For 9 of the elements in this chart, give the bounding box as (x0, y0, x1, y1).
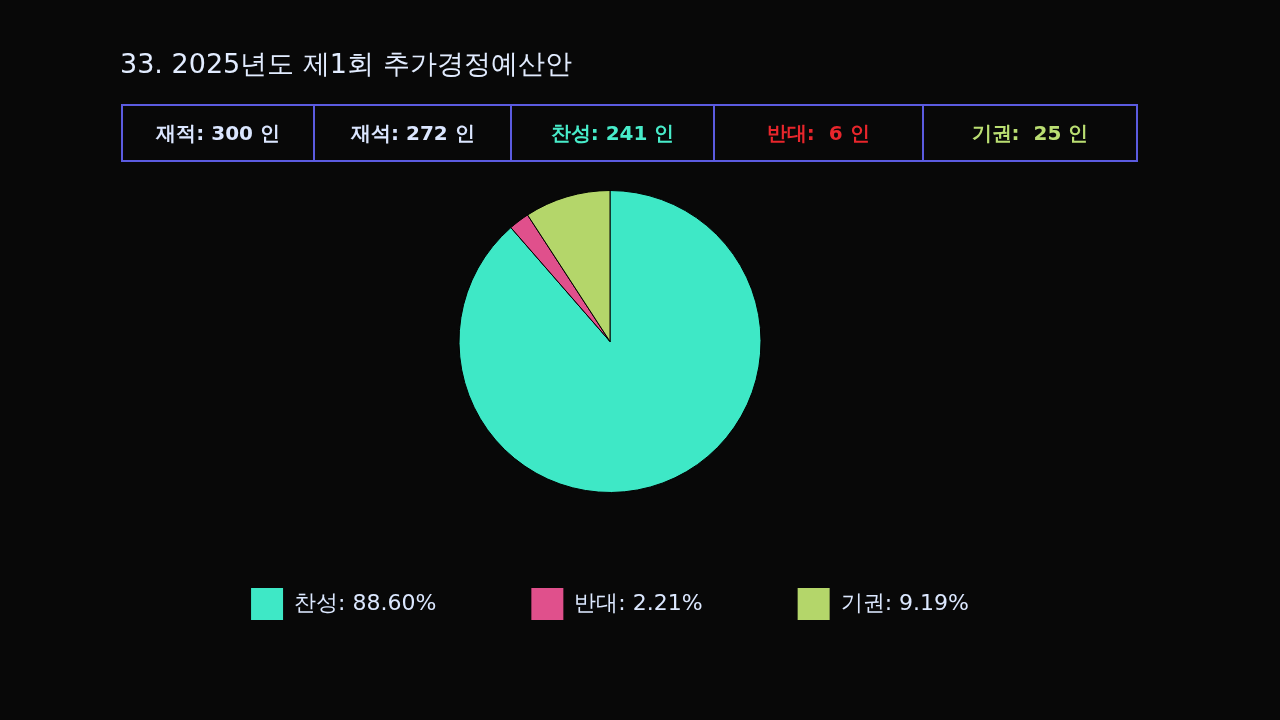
text: 기권: 25 인 (921, 106, 1136, 160)
text: 반대: 6 인 (712, 106, 922, 160)
text: 찬성: 241 인 (510, 106, 713, 160)
legend-label: 찬성: 88.60% (294, 589, 437, 615)
text: 재석: 272 인 (313, 106, 511, 160)
chart-title: 33. 2025년도 제1회 추가경정예산안 (120, 47, 572, 81)
legend-label: 반대: 2.21% (574, 589, 703, 615)
legend-label: 기권: 9.19% (840, 589, 969, 615)
text: 재적: 300 인 (155, 119, 281, 147)
